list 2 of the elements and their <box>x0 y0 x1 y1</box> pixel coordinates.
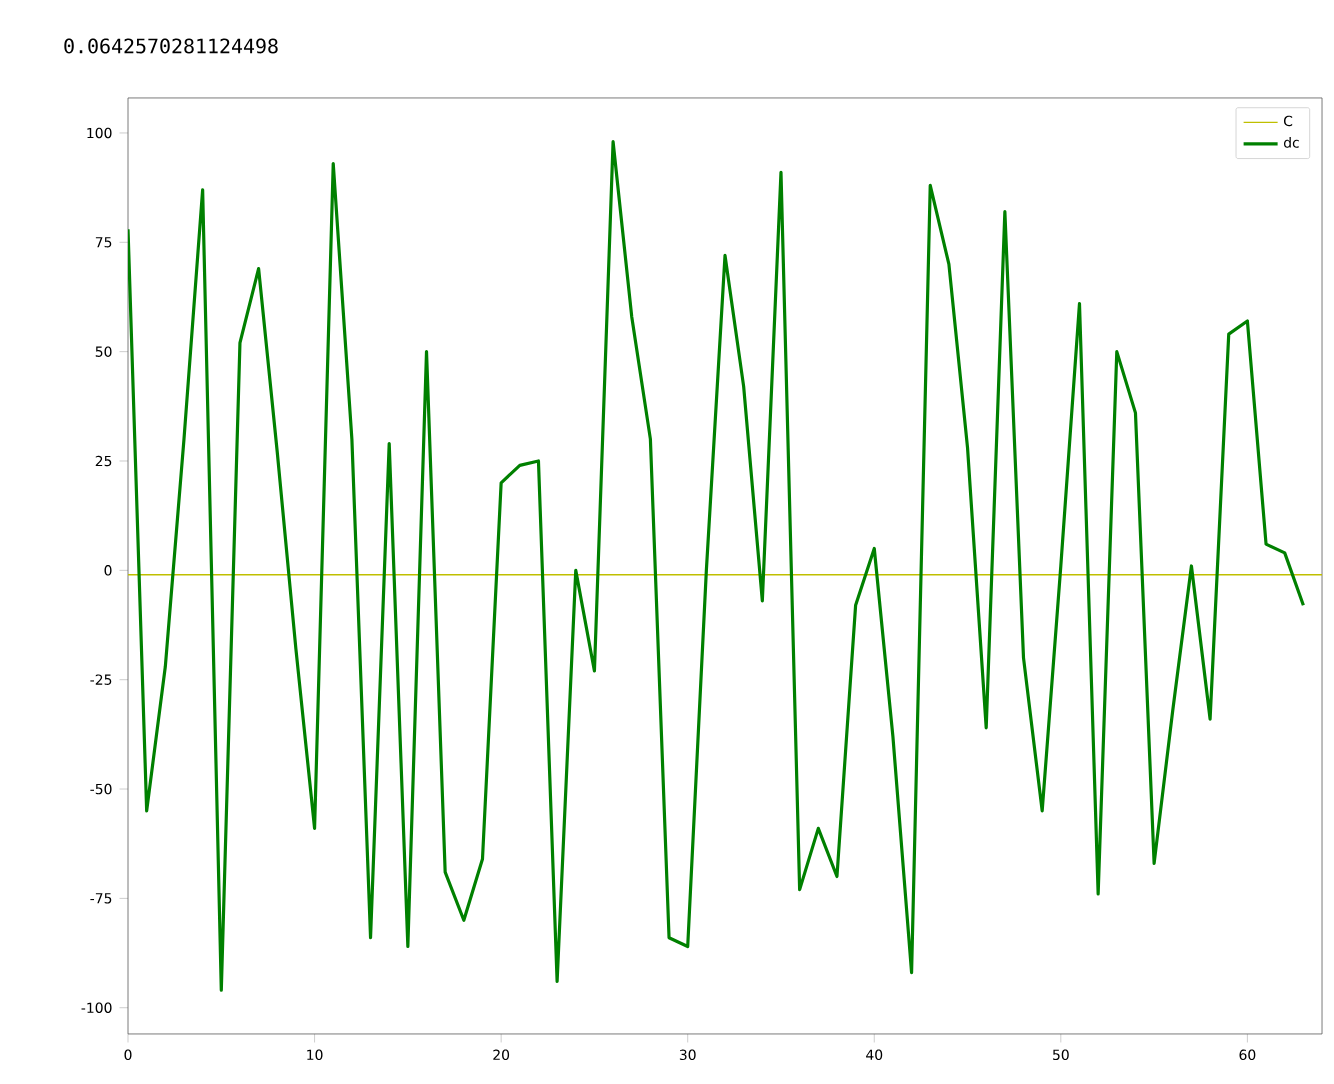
line-series <box>128 140 1305 992</box>
text: 0.0642570281124498 <box>64 38 278 54</box>
